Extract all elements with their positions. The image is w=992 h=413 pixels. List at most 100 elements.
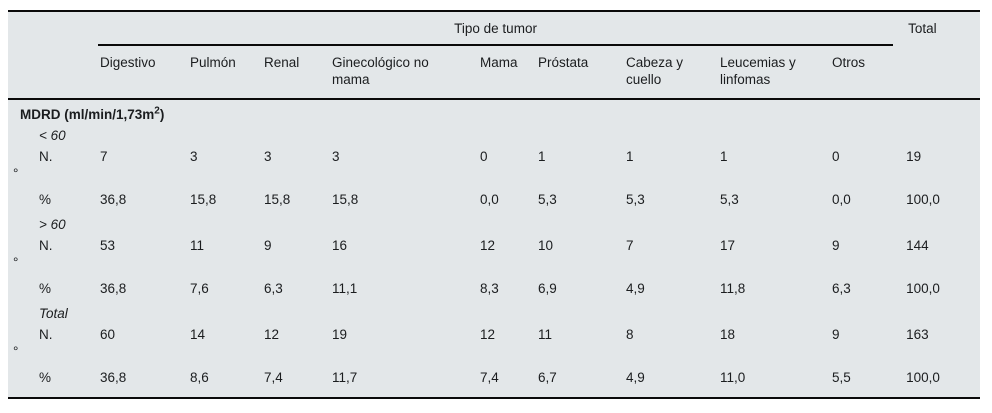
data-cell: 6,3 [264, 281, 283, 296]
row-label-n-line2: ° [13, 255, 19, 270]
data-cell: 7 [626, 238, 634, 253]
n-row-lt60: N. ° 7 3 3 3 0 1 1 1 0 19 [8, 145, 980, 185]
data-cell: 15,8 [190, 192, 217, 207]
header-spacer-cell [8, 11, 98, 45]
data-cell: 0,0 [480, 192, 499, 207]
data-cell: 9 [264, 238, 272, 253]
column-header-pulmon: Pulmón [188, 45, 262, 100]
column-header-mama: Mama [478, 45, 536, 100]
data-cell: 19 [332, 327, 348, 342]
data-cell: 7 [100, 149, 108, 164]
column-header-cabeza-cuello: Cabeza y cuello [624, 45, 718, 100]
data-cell: 1 [538, 149, 546, 164]
data-cell: 36,8 [100, 192, 127, 207]
data-cell: 8,3 [480, 281, 499, 296]
data-cell: 11,1 [332, 281, 358, 296]
column-header-row: Digestivo Pulmón Renal Ginecológico no m… [8, 45, 980, 100]
spanner-row: Tipo de tumor Total [8, 11, 981, 100]
data-cell: 5,5 [832, 370, 851, 385]
column-header-leucemias: Leucemias y linfomas [718, 45, 830, 100]
total-cell: 100,0 [906, 192, 940, 207]
data-cell: 17 [720, 238, 736, 253]
column-header-leucemias-label: Leucemias y linfomas [720, 55, 796, 87]
data-cell: 5,3 [626, 192, 645, 207]
row-label-n-line1: N. [39, 149, 53, 164]
column-header-otros: Otros [830, 45, 894, 100]
n-row-gt60: N. ° 53 11 9 16 12 10 7 17 9 144 [8, 234, 980, 274]
row-label-n: N. ° [8, 323, 98, 363]
row-label-pct: % [39, 370, 52, 385]
data-cell: 3 [190, 149, 198, 164]
data-cell: 7,6 [190, 281, 209, 296]
n-row-total: N. ° 60 14 12 19 12 11 8 18 9 163 [8, 323, 980, 363]
data-cell: 0 [832, 149, 840, 164]
data-cell: 36,8 [100, 281, 127, 296]
group-header-prefix: MDRD (ml/min/1,73m [20, 107, 155, 122]
group-header-suffix: ) [159, 107, 165, 122]
total-cell: 163 [906, 327, 929, 342]
spanner-header-tipo-de-tumor: Tipo de tumor [98, 11, 894, 46]
total-cell: 19 [906, 149, 922, 164]
header-spacer-cell [8, 45, 98, 100]
data-cell: 6,9 [538, 281, 557, 296]
column-header-digestivo: Digestivo [98, 45, 188, 100]
data-cell: 11,7 [332, 370, 358, 385]
data-cell: 60 [100, 327, 116, 342]
data-cell: 16 [332, 238, 348, 253]
row-label-n: N. ° [8, 145, 98, 185]
row-label-n-line1: N. [39, 327, 53, 342]
section-label-gt60: > 60 [39, 217, 66, 232]
data-cell: 1 [626, 149, 634, 164]
column-header-total: Total [893, 11, 981, 100]
data-cell: 18 [720, 327, 736, 342]
column-header-ginecologico-label: Ginecológico no mama [332, 55, 429, 87]
data-cell: 7,4 [264, 370, 283, 385]
column-header-cabeza-cuello-label: Cabeza y cuello [626, 55, 684, 87]
data-cell: 6,7 [538, 370, 557, 385]
pct-row-lt60: % 36,8 15,8 15,8 15,8 0,0 5,3 5,3 5,3 0,… [8, 185, 980, 215]
data-cell: 5,3 [538, 192, 557, 207]
data-cell: 3 [264, 149, 272, 164]
column-header-renal: Renal [262, 45, 330, 100]
total-cell: 100,0 [906, 370, 940, 385]
data-cell: 12 [480, 327, 496, 342]
row-label-pct: % [39, 281, 52, 296]
row-label-n-line2: ° [13, 344, 19, 359]
data-cell: 7,4 [480, 370, 499, 385]
data-cell: 14 [190, 327, 206, 342]
row-label-pct: % [39, 192, 52, 207]
data-cell: 11,8 [720, 281, 746, 296]
group-header-row: MDRD (ml/min/1,73m2) [8, 99, 980, 126]
group-header-mdrd: MDRD (ml/min/1,73m2) [8, 99, 980, 126]
data-cell: 4,9 [626, 281, 645, 296]
column-header-prostata: Próstata [536, 45, 624, 100]
pct-row-gt60: % 36,8 7,6 6,3 11,1 8,3 6,9 4,9 11,8 6,3… [8, 274, 980, 304]
data-cell: 11 [538, 327, 553, 342]
data-cell: 36,8 [100, 370, 127, 385]
data-cell: 1 [720, 149, 728, 164]
data-cell: 11,0 [720, 370, 746, 385]
section-label-lt60: < 60 [39, 128, 66, 143]
data-cell: 9 [832, 327, 840, 342]
group-header-superscript: 2 [154, 105, 160, 117]
data-cell: 10 [538, 238, 554, 253]
data-cell: 8,6 [190, 370, 209, 385]
data-cell: 3 [332, 149, 340, 164]
section-label-row: > 60 [8, 215, 980, 234]
data-cell: 0,0 [832, 192, 851, 207]
section-label-row: Total [8, 304, 980, 323]
total-cell: 144 [906, 238, 929, 253]
column-header-ginecologico: Ginecológico no mama [330, 45, 478, 100]
row-label-n: N. ° [8, 234, 98, 274]
pct-row-total: % 36,8 8,6 7,4 11,7 7,4 6,7 4,9 11,0 5,5… [8, 363, 980, 398]
data-cell: 9 [832, 238, 840, 253]
data-cell: 11 [190, 238, 205, 253]
data-cell: 0 [480, 149, 488, 164]
tumor-distribution-table: Tipo de tumor Total Digestivo Pulmón Ren… [8, 10, 981, 399]
data-cell: 6,3 [832, 281, 851, 296]
data-cell: 12 [264, 327, 280, 342]
data-cell: 15,8 [264, 192, 291, 207]
section-label-total: Total [39, 306, 68, 321]
section-label-row: < 60 [8, 126, 980, 145]
